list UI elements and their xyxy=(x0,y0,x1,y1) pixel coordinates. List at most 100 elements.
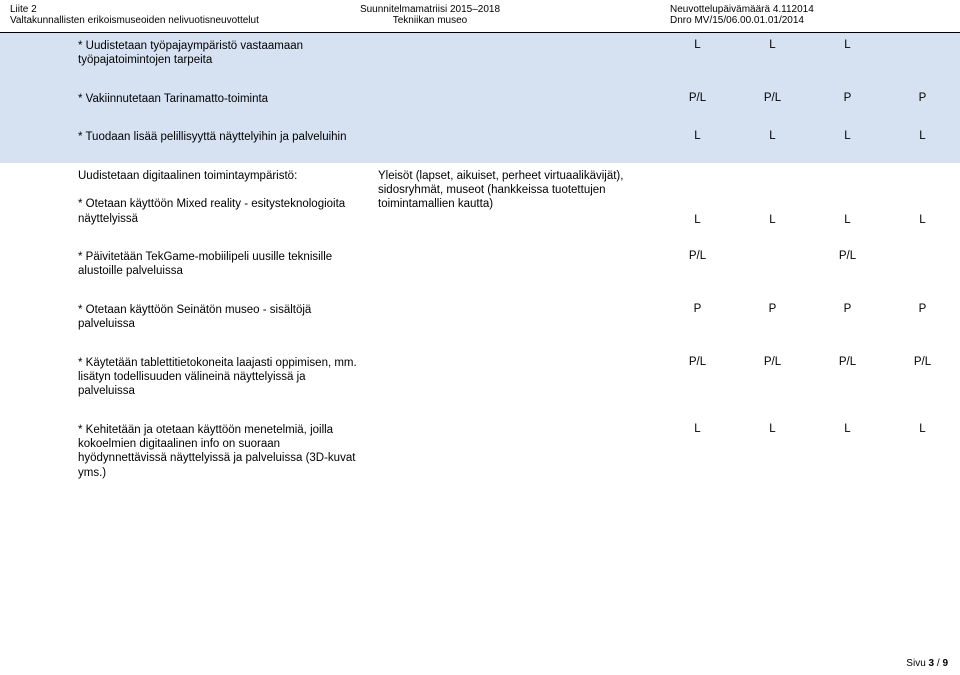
value-cell xyxy=(735,244,810,285)
value-cell: P/L xyxy=(810,350,885,405)
spacer-row xyxy=(0,151,960,163)
value-cell: P/L xyxy=(885,350,960,405)
value-cell: L xyxy=(885,417,960,487)
row-leading-cell xyxy=(0,124,70,150)
value-text: L xyxy=(664,423,731,435)
value-text: P xyxy=(664,303,731,315)
value-cell: L xyxy=(810,417,885,487)
table-row: * Uudistetaan työpajaympäristö vastaamaa… xyxy=(0,33,960,74)
row-description-cell: * Vakiinnutetaan Tarinamatto-toiminta xyxy=(70,86,370,112)
header-right-line2: Dnro MV/15/06.00.01.01/2014 xyxy=(670,15,950,26)
row-leading-cell xyxy=(0,163,70,233)
value-cell: L xyxy=(735,163,810,233)
spacer-row xyxy=(0,338,960,350)
value-cell: L xyxy=(660,124,735,150)
value-text: L xyxy=(739,130,806,142)
value-cell: L xyxy=(660,163,735,233)
row-leading-cell xyxy=(0,244,70,285)
value-cell: P/L xyxy=(660,244,735,285)
row-description: * Tuodaan lisää pelillisyyttä näyttelyih… xyxy=(78,130,362,144)
row-description: * Kehitetään ja otetaan käyttöön menetel… xyxy=(78,423,362,481)
value-text: L xyxy=(889,423,956,435)
header-center-line2: Tekniikan museo xyxy=(290,15,570,26)
value-cell: P/L xyxy=(810,244,885,285)
value-text: P xyxy=(889,303,956,315)
row-description: * Otetaan käyttöön Seinätön museo - sisä… xyxy=(78,303,362,332)
footer-page-current: 3 xyxy=(929,658,935,669)
page-header: Liite 2 Valtakunnallisten erikoismuseoid… xyxy=(0,0,960,33)
value-cell: L xyxy=(810,33,885,74)
value-cell: L xyxy=(660,417,735,487)
value-text: P/L xyxy=(664,250,731,262)
value-text: L xyxy=(814,130,881,142)
table-row: * Päivitetään TekGame-mobiilipeli uusill… xyxy=(0,244,960,285)
row-middle-cell xyxy=(370,86,660,112)
value-text: P/L xyxy=(739,92,806,104)
value-text: P/L xyxy=(814,356,881,368)
row-description: * Uudistetaan työpajaympäristö vastaamaa… xyxy=(78,39,362,68)
value-text: L xyxy=(814,39,881,51)
value-text: L xyxy=(889,130,956,142)
row-description: * Käytetään tablettitietokoneita laajast… xyxy=(78,356,362,399)
value-cell: P/L xyxy=(660,350,735,405)
header-left-line2: Valtakunnallisten erikoismuseoiden neliv… xyxy=(10,15,290,26)
footer-page-label: Sivu xyxy=(906,658,925,669)
spacer-row xyxy=(0,486,960,498)
content-area: * Uudistetaan työpajaympäristö vastaamaa… xyxy=(0,33,960,498)
spacer-row xyxy=(0,285,960,297)
table-row: * Kehitetään ja otetaan käyttöön menetel… xyxy=(0,417,960,487)
page-footer: Sivu 3 / 9 xyxy=(906,658,948,669)
value-text: L xyxy=(664,214,731,226)
value-cell: P xyxy=(885,86,960,112)
row-middle-cell xyxy=(370,33,660,74)
row-middle-cell xyxy=(370,244,660,285)
value-cell: L xyxy=(885,124,960,150)
row-leading-cell xyxy=(0,417,70,487)
value-text: P/L xyxy=(664,356,731,368)
value-text: P xyxy=(889,92,956,104)
footer-page-sep: / xyxy=(937,658,940,669)
spacer-row xyxy=(0,232,960,244)
value-cell: L xyxy=(735,124,810,150)
row-middle-cell xyxy=(370,350,660,405)
value-cell: P xyxy=(810,86,885,112)
value-cell: P xyxy=(885,297,960,338)
value-text: L xyxy=(739,423,806,435)
value-text: L xyxy=(739,214,806,226)
row-middle-text: Yleisöt (lapset, aikuiset, perheet virtu… xyxy=(378,169,652,212)
value-cell: L xyxy=(735,33,810,74)
value-cell: P/L xyxy=(735,350,810,405)
value-text: L xyxy=(889,214,956,226)
spacer-row xyxy=(0,405,960,417)
value-text: P xyxy=(739,303,806,315)
row-description: Uudistetaan digitaalinen toimintaympäris… xyxy=(78,169,362,227)
value-cell: L xyxy=(810,124,885,150)
table-row: * Vakiinnutetaan Tarinamatto-toiminta P/L… xyxy=(0,86,960,112)
table-row: * Otetaan käyttöön Seinätön museo - sisä… xyxy=(0,297,960,338)
row-leading-cell xyxy=(0,33,70,74)
row-middle-cell xyxy=(370,417,660,487)
spacer-row xyxy=(0,112,960,124)
value-cell: P xyxy=(735,297,810,338)
value-text: L xyxy=(739,39,806,51)
row-description: * Päivitetään TekGame-mobiilipeli uusill… xyxy=(78,250,362,279)
header-center: Suunnitelmamatriisi 2015–2018 Tekniikan … xyxy=(290,4,570,26)
row-description-cell: * Uudistetaan työpajaympäristö vastaamaa… xyxy=(70,33,370,74)
spacer-row xyxy=(0,74,960,86)
row-description-cell: * Käytetään tablettitietokoneita laajast… xyxy=(70,350,370,405)
value-cell: L xyxy=(810,163,885,233)
row-middle-cell xyxy=(370,124,660,150)
row-leading-cell xyxy=(0,350,70,405)
value-cell: L xyxy=(885,163,960,233)
header-center-line1: Suunnitelmamatriisi 2015–2018 xyxy=(290,4,570,15)
row-description-cell: * Tuodaan lisää pelillisyyttä näyttelyih… xyxy=(70,124,370,150)
row-middle-cell: Yleisöt (lapset, aikuiset, perheet virtu… xyxy=(370,163,660,233)
header-left-line1: Liite 2 xyxy=(10,4,290,15)
value-text: P xyxy=(814,92,881,104)
row-description-cell: * Kehitetään ja otetaan käyttöön menetel… xyxy=(70,417,370,487)
header-left: Liite 2 Valtakunnallisten erikoismuseoid… xyxy=(10,4,290,26)
table-row: Uudistetaan digitaalinen toimintaympäris… xyxy=(0,163,960,233)
matrix-table: * Uudistetaan työpajaympäristö vastaamaa… xyxy=(0,33,960,498)
value-text: P/L xyxy=(814,250,881,262)
value-text: P/L xyxy=(889,356,956,368)
